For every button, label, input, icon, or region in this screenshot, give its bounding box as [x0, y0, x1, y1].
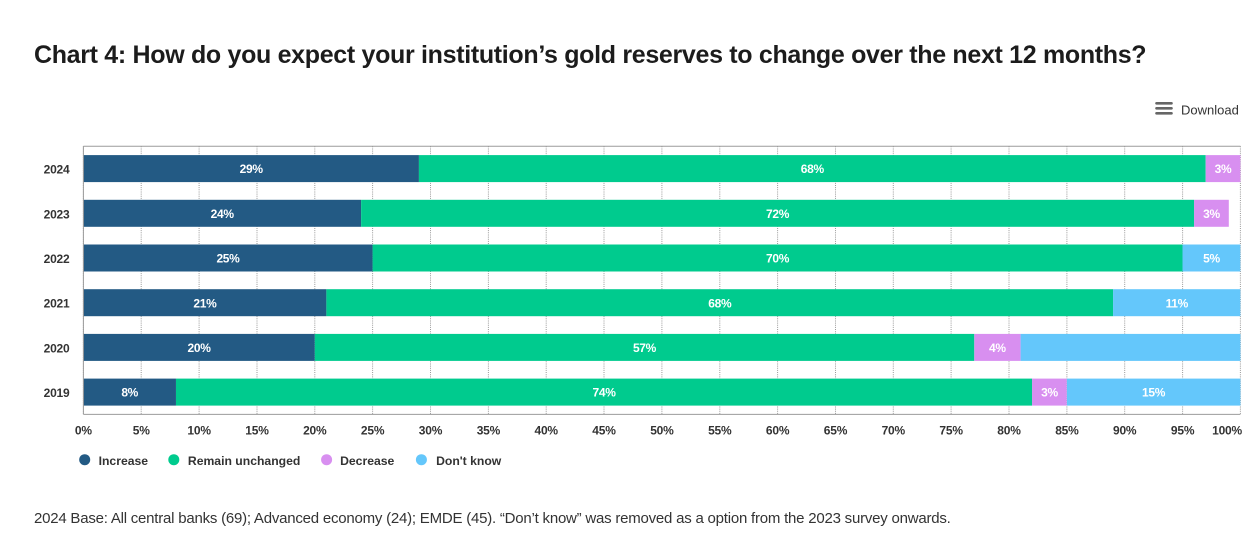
svg-text:70%: 70% — [882, 424, 906, 438]
svg-text:45%: 45% — [592, 424, 616, 438]
svg-text:2020: 2020 — [44, 341, 70, 355]
svg-text:20%: 20% — [188, 341, 212, 355]
svg-text:2024: 2024 — [44, 163, 70, 177]
svg-text:Decrease: Decrease — [340, 454, 394, 468]
svg-text:24%: 24% — [211, 207, 235, 221]
svg-text:3%: 3% — [1203, 207, 1220, 221]
svg-text:40%: 40% — [534, 424, 558, 438]
svg-text:Remain unchanged: Remain unchanged — [188, 454, 300, 468]
svg-text:0%: 0% — [75, 424, 92, 438]
svg-text:2019: 2019 — [44, 386, 70, 400]
svg-text:2023: 2023 — [44, 207, 70, 221]
svg-text:80%: 80% — [997, 424, 1021, 438]
svg-text:10%: 10% — [187, 424, 211, 438]
svg-text:25%: 25% — [216, 252, 240, 266]
svg-text:15%: 15% — [1142, 386, 1166, 400]
svg-text:3%: 3% — [1041, 386, 1058, 400]
svg-text:15%: 15% — [245, 424, 269, 438]
svg-text:90%: 90% — [1113, 424, 1137, 438]
svg-text:8%: 8% — [121, 386, 138, 400]
svg-text:35%: 35% — [477, 424, 501, 438]
svg-text:11%: 11% — [1166, 296, 1189, 310]
svg-text:75%: 75% — [939, 424, 963, 438]
svg-text:2022: 2022 — [44, 252, 70, 266]
svg-text:Increase: Increase — [99, 454, 149, 468]
svg-text:85%: 85% — [1055, 424, 1079, 438]
svg-text:25%: 25% — [361, 424, 385, 438]
svg-text:3%: 3% — [1215, 162, 1232, 176]
svg-text:20%: 20% — [303, 424, 327, 438]
svg-text:4%: 4% — [989, 341, 1006, 355]
svg-text:74%: 74% — [593, 386, 617, 400]
svg-text:50%: 50% — [650, 424, 674, 438]
svg-text:21%: 21% — [193, 296, 217, 310]
svg-text:5%: 5% — [1203, 252, 1220, 266]
svg-text:72%: 72% — [766, 207, 790, 221]
svg-text:68%: 68% — [801, 162, 825, 176]
svg-text:30%: 30% — [419, 424, 443, 438]
svg-text:100%: 100% — [1212, 424, 1242, 438]
svg-text:60%: 60% — [766, 424, 790, 438]
svg-text:70%: 70% — [766, 252, 790, 266]
svg-text:Don't know: Don't know — [436, 454, 502, 468]
svg-text:29%: 29% — [240, 162, 264, 176]
svg-text:5%: 5% — [133, 424, 150, 438]
svg-text:2021: 2021 — [44, 297, 70, 311]
svg-text:55%: 55% — [708, 424, 732, 438]
svg-text:Download: Download — [1181, 103, 1239, 118]
svg-text:95%: 95% — [1171, 424, 1195, 438]
svg-text:68%: 68% — [708, 296, 732, 310]
svg-text:57%: 57% — [633, 341, 657, 355]
svg-text:65%: 65% — [824, 424, 848, 438]
